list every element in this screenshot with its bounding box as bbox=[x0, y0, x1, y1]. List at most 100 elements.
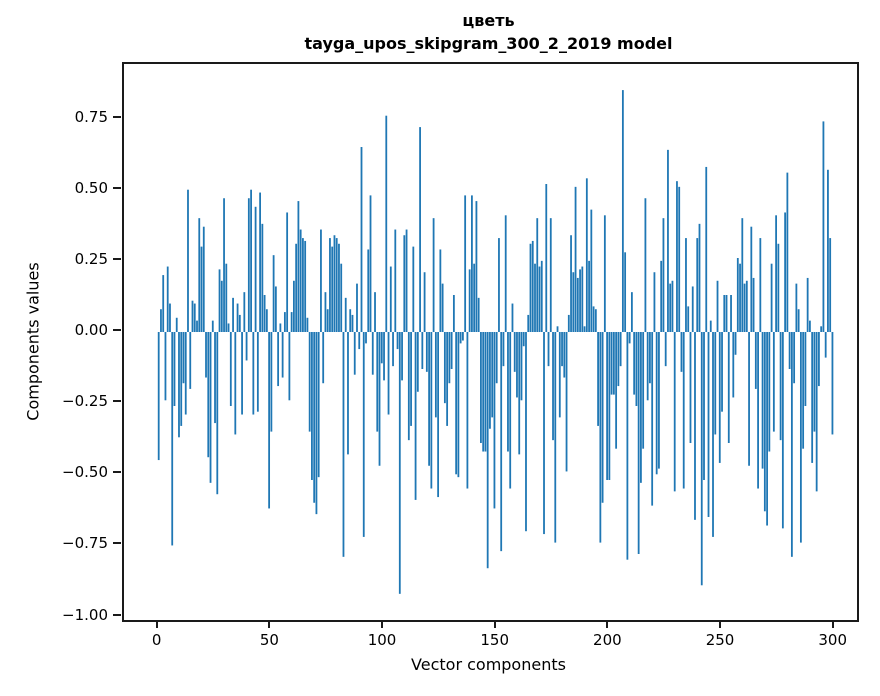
bar bbox=[205, 332, 207, 378]
bar bbox=[209, 332, 212, 483]
bar bbox=[793, 332, 796, 384]
bar bbox=[525, 332, 527, 532]
bar bbox=[797, 309, 800, 332]
bar bbox=[563, 332, 566, 378]
y-tick-mark bbox=[113, 115, 121, 118]
bar bbox=[806, 277, 809, 332]
bar bbox=[556, 326, 559, 332]
bar bbox=[173, 332, 176, 406]
chart-title-model: tayga_upos_skipgram_300_2_2019 model bbox=[304, 34, 673, 53]
bar bbox=[342, 332, 345, 557]
bar bbox=[732, 332, 735, 398]
bar bbox=[484, 332, 487, 452]
y-tick-mark bbox=[113, 613, 121, 616]
bar bbox=[766, 332, 768, 526]
bar bbox=[193, 303, 196, 332]
bar bbox=[160, 309, 162, 332]
y-tick-label: −1.00 bbox=[62, 605, 108, 624]
bar bbox=[700, 332, 703, 586]
bar bbox=[770, 263, 773, 332]
bar bbox=[795, 283, 798, 332]
bar bbox=[745, 280, 748, 332]
bar bbox=[757, 332, 759, 489]
bar bbox=[714, 332, 717, 435]
bar bbox=[482, 332, 485, 452]
y-tick-label: −0.75 bbox=[62, 534, 108, 553]
bar bbox=[741, 218, 744, 332]
bar bbox=[225, 263, 228, 332]
bar bbox=[552, 332, 554, 441]
bar bbox=[531, 240, 534, 332]
bar bbox=[597, 332, 599, 426]
bar bbox=[576, 277, 579, 332]
bar bbox=[637, 332, 640, 554]
bar bbox=[234, 332, 237, 435]
bar bbox=[513, 332, 516, 372]
bar bbox=[252, 332, 255, 415]
bar bbox=[610, 332, 613, 395]
bar bbox=[211, 320, 214, 332]
x-tick-mark bbox=[381, 620, 384, 628]
bar bbox=[169, 303, 171, 332]
bar bbox=[441, 283, 444, 332]
bar bbox=[353, 332, 356, 375]
bar bbox=[317, 332, 320, 478]
bar bbox=[299, 229, 302, 332]
bar bbox=[432, 218, 435, 332]
x-tick-label: 150 bbox=[480, 631, 509, 649]
bar bbox=[371, 332, 374, 375]
bar bbox=[340, 263, 343, 332]
bar bbox=[439, 249, 442, 332]
bar bbox=[772, 332, 775, 432]
bar bbox=[824, 332, 827, 358]
bar bbox=[730, 295, 732, 332]
bar bbox=[164, 332, 167, 401]
bar bbox=[356, 283, 358, 332]
bar bbox=[565, 332, 568, 472]
chart-title-word: цветь bbox=[462, 11, 515, 30]
bar bbox=[493, 332, 496, 509]
bar bbox=[694, 332, 696, 520]
bar bbox=[651, 332, 654, 506]
y-tick-label: −0.25 bbox=[62, 392, 108, 411]
bar bbox=[306, 317, 309, 332]
bar bbox=[369, 195, 372, 332]
bar bbox=[335, 238, 338, 332]
bar bbox=[680, 332, 683, 372]
bar bbox=[247, 198, 250, 332]
bar bbox=[261, 223, 264, 332]
bar bbox=[290, 312, 293, 332]
bar bbox=[274, 286, 277, 332]
bar bbox=[455, 332, 458, 475]
bar bbox=[329, 238, 331, 332]
bar bbox=[781, 332, 784, 529]
bar bbox=[263, 295, 266, 332]
bar bbox=[646, 332, 649, 401]
y-tick-label: −0.50 bbox=[62, 463, 108, 482]
bar bbox=[220, 280, 223, 332]
bar bbox=[676, 181, 678, 332]
bar bbox=[685, 238, 687, 332]
bar bbox=[180, 332, 183, 426]
bar bbox=[182, 332, 185, 384]
bar bbox=[157, 332, 160, 461]
bar bbox=[407, 332, 410, 441]
bar bbox=[229, 332, 232, 406]
bar bbox=[216, 332, 219, 495]
bar bbox=[786, 172, 789, 332]
bar bbox=[489, 332, 491, 429]
bar bbox=[425, 332, 428, 372]
bar bbox=[716, 280, 719, 332]
bar bbox=[376, 332, 379, 432]
bar bbox=[410, 332, 412, 426]
y-tick-mark bbox=[113, 186, 121, 189]
x-tick-label: 200 bbox=[593, 631, 622, 649]
bar bbox=[696, 238, 699, 332]
bar bbox=[518, 332, 521, 455]
bar bbox=[540, 260, 543, 332]
bar bbox=[594, 309, 597, 332]
bar bbox=[486, 332, 489, 569]
bar bbox=[538, 266, 541, 332]
bar bbox=[358, 332, 361, 350]
